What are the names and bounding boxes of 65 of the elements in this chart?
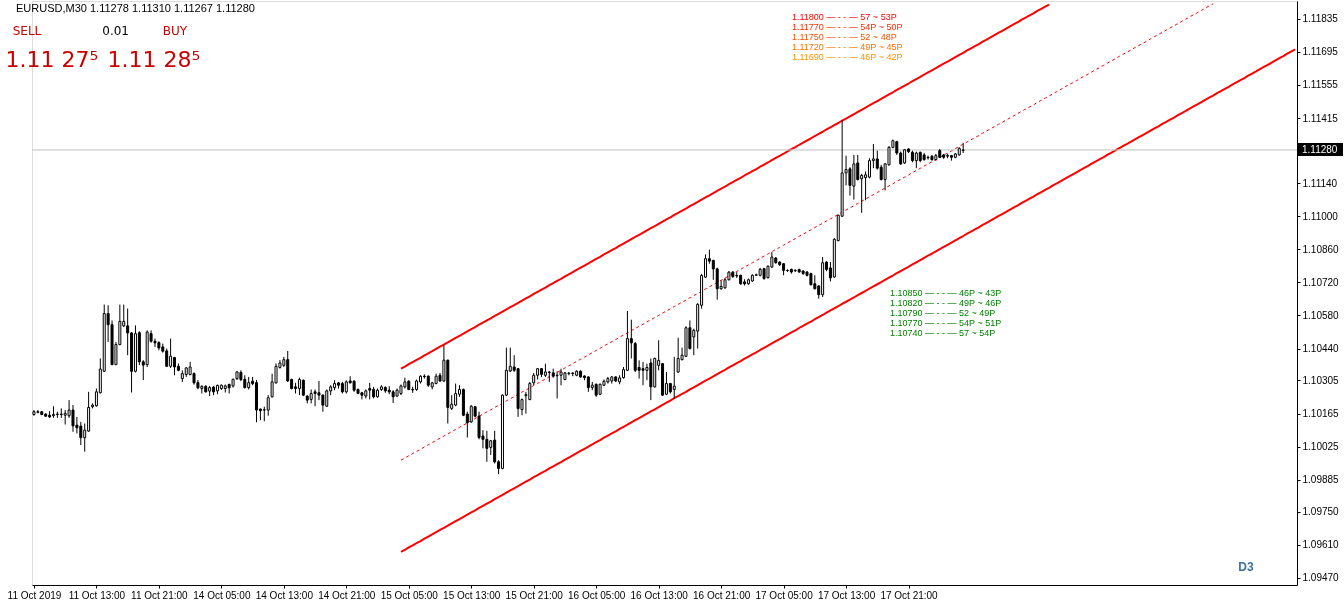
candlestick xyxy=(926,155,930,161)
annotation: 1.11 28⁵ xyxy=(107,47,201,72)
annotation: 1.10770 — - - — 54P ~ 51P xyxy=(890,318,1002,328)
x-tick-label: 14 Oct 13:00 xyxy=(255,589,314,601)
x-tick-label: 17 Oct 21:00 xyxy=(880,589,939,601)
line-series xyxy=(400,3,1214,461)
x-tick-label: 17 Oct 13:00 xyxy=(817,589,876,601)
candlestick xyxy=(641,361,645,386)
candlestick xyxy=(649,357,653,401)
y-tick-label: 1.10720 xyxy=(1302,276,1340,288)
annotation: SELL xyxy=(12,24,42,38)
y-tick-label: 1.10860 xyxy=(1302,243,1340,255)
chart-title: EURUSD,M30 1.11278 1.11310 1.11267 1.11280 xyxy=(16,2,255,14)
candlestick xyxy=(169,338,173,369)
y-tick-label: 1.10165 xyxy=(1302,408,1340,420)
annotation: 1.10740 — - - — 57 ~ 54P xyxy=(890,328,996,338)
y-tick-label: 1.09470 xyxy=(1302,572,1340,584)
y-tick-label: 1.10580 xyxy=(1302,309,1340,321)
y-tick-label: 1.11000 xyxy=(1302,210,1339,222)
x-tick-label: 17 Oct 05:00 xyxy=(755,589,814,601)
y-tick-label: 1.10440 xyxy=(1302,343,1340,355)
candlestick xyxy=(676,337,680,374)
annotation: 1.10790 — - - — 52 ~ 49P xyxy=(890,308,996,318)
x-tick-label: 16 Oct 13:00 xyxy=(630,589,689,601)
candlestick xyxy=(852,154,856,201)
x-tick-label: 16 Oct 21:00 xyxy=(692,589,751,601)
annotation: 0.01 xyxy=(102,24,129,38)
candlestick xyxy=(485,430,489,463)
annotation: 1.11 27⁵ xyxy=(5,47,99,72)
ref-line-label: 1.11280 xyxy=(1302,143,1338,155)
annotation: D3 xyxy=(1238,560,1254,574)
y-tick-label: 1.09885 xyxy=(1302,474,1340,486)
annotation: 1.11770 — - - — 54P ~ 50P xyxy=(792,22,903,32)
y-tick-label: 1.10025 xyxy=(1302,441,1340,453)
y-tick-label: 1.11415 xyxy=(1302,112,1339,124)
y-tick-label: 1.11140 xyxy=(1302,177,1338,189)
x-tick-label: 14 Oct 21:00 xyxy=(318,589,376,601)
x-tick-label: 11 Oct 13:00 xyxy=(68,589,126,601)
annotation: 1.10820 — - - — 49P ~ 46P xyxy=(890,298,1002,308)
y-tick-label: 1.10305 xyxy=(1302,374,1340,386)
candlestick xyxy=(79,421,83,446)
candlestick xyxy=(71,404,75,433)
x-tick-label: 15 Oct 05:00 xyxy=(380,589,439,601)
annotation: 1.11800 — - - — 57 ~ 53P xyxy=(792,12,897,22)
x-tick-label: 14 Oct 05:00 xyxy=(193,589,251,601)
x-tick-label: 11 Oct 2019 xyxy=(7,589,62,601)
annotation: 1.11720 — - - — 49P ~ 45P xyxy=(792,42,903,52)
annotation: 1.10850 — - - — 46P ~ 43P xyxy=(890,288,1002,298)
line-series xyxy=(399,48,1297,553)
x-tick-label: 15 Oct 13:00 xyxy=(443,589,501,601)
annotation: BUY xyxy=(162,24,188,38)
annotation: 1.11750 — - - — 52 ~ 48P xyxy=(792,32,897,42)
line-series xyxy=(399,3,1051,370)
annotation: 1.11690 — - - — 46P ~ 42P xyxy=(792,52,903,62)
y-tick-label: 1.11835 xyxy=(1302,13,1339,25)
candlestick xyxy=(672,356,676,399)
candlestick xyxy=(555,370,559,399)
x-tick-label: 16 Oct 05:00 xyxy=(568,589,626,601)
x-tick-label: 11 Oct 21:00 xyxy=(131,589,189,601)
y-tick-label: 1.09610 xyxy=(1302,539,1340,551)
y-tick-label: 1.09750 xyxy=(1302,506,1340,518)
x-tick-label: 15 Oct 21:00 xyxy=(505,589,564,601)
candlestick xyxy=(391,389,395,404)
y-tick-label: 1.11555 xyxy=(1302,79,1339,91)
y-tick-label: 1.11695 xyxy=(1302,46,1339,58)
